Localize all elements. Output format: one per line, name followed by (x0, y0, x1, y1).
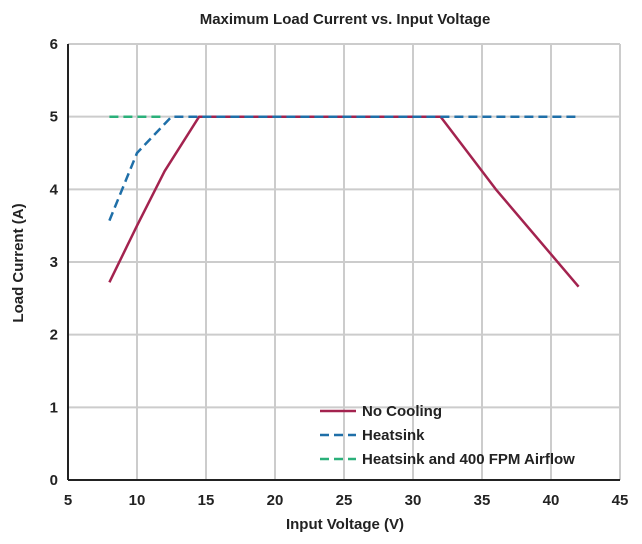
x-tick-label: 35 (474, 492, 491, 509)
y-tick-label: 4 (50, 181, 59, 198)
x-tick-label: 30 (405, 492, 422, 509)
x-tick-label: 40 (543, 492, 560, 509)
legend-label: No Cooling (362, 403, 442, 420)
y-tick-label: 3 (50, 254, 58, 271)
series-line-heatsink (108, 115, 579, 222)
y-axis-label: Load Current (A) (10, 203, 27, 322)
x-tick-label: 45 (612, 492, 629, 509)
y-tick-label: 6 (50, 36, 58, 53)
x-tick-label: 10 (129, 492, 146, 509)
series-line-no-cooling (108, 115, 580, 288)
y-tick-label: 0 (50, 472, 58, 489)
chart-title: Maximum Load Current vs. Input Voltage (200, 11, 491, 28)
x-tick-label: 20 (267, 492, 284, 509)
x-tick-label: 25 (336, 492, 353, 509)
grid (68, 43, 621, 480)
legend-label: Heatsink (362, 427, 425, 444)
series-lines (108, 115, 580, 288)
y-tick-label: 2 (50, 327, 58, 344)
x-tick-label: 5 (64, 492, 72, 509)
legend: No Cooling Heatsink Heatsink and 400 FPM A… (320, 403, 575, 468)
y-tick-label: 1 (50, 399, 58, 416)
legend-label: Heatsink and 400 FPM Airflow (362, 451, 575, 468)
axes (67, 44, 620, 481)
x-axis-label: Input Voltage (V) (286, 516, 404, 533)
y-tick-label: 5 (50, 109, 58, 126)
x-tick-label: 15 (198, 492, 215, 509)
